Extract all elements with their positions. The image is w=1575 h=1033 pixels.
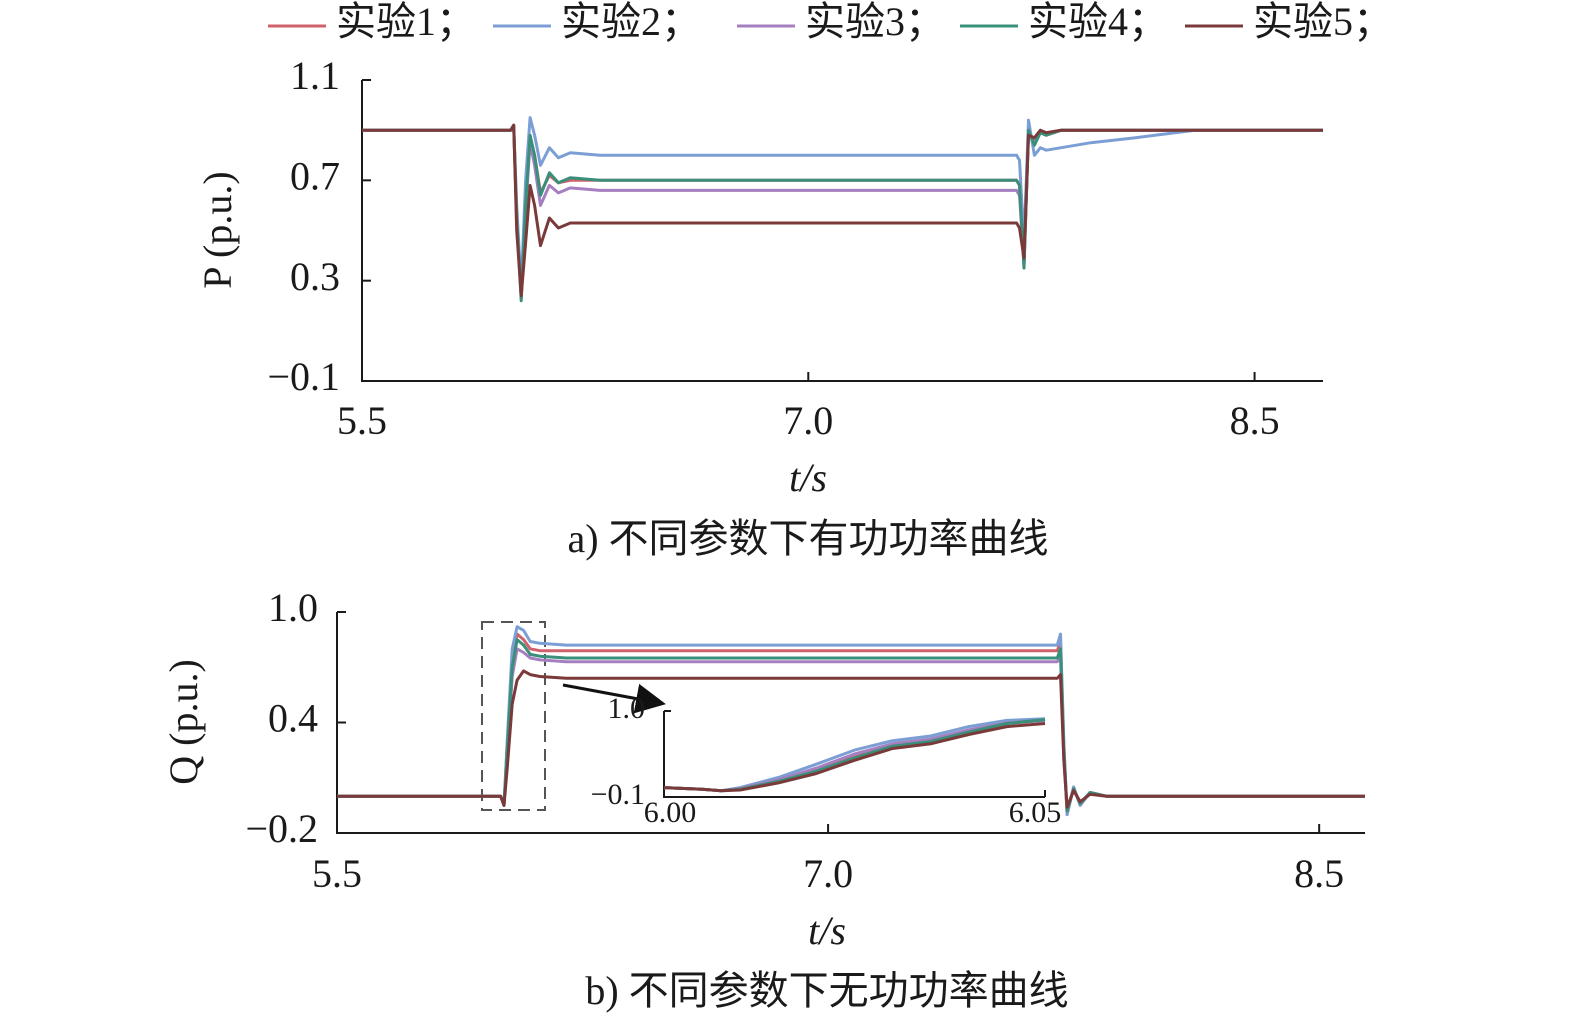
- x-tick-label: 6.05: [1009, 796, 1062, 829]
- zoom-box: [481, 621, 546, 811]
- x-tick-label: 8.5: [1230, 398, 1280, 443]
- series-line: [663, 722, 1046, 793]
- axis-line: [361, 80, 1323, 382]
- series-line: [337, 669, 1365, 809]
- x-axis-label: t/s: [789, 455, 827, 500]
- y-tick-label: 1.0: [268, 585, 318, 630]
- x-tick-label: 7.0: [783, 398, 833, 443]
- x-tick-label: 6.00: [644, 796, 697, 829]
- y-tick-label: 0.4: [268, 696, 318, 741]
- series-line: [362, 116, 1323, 290]
- legend-label: 实验3；: [805, 0, 945, 44]
- x-tick-label: 7.0: [803, 851, 853, 896]
- series-line: [362, 123, 1323, 298]
- y-tick-label: 1.0: [608, 692, 646, 725]
- y-tick-label: −0.1: [267, 354, 340, 399]
- caption: b) 不同参数下无功功率曲线: [585, 968, 1068, 1013]
- y-tick-label: 0.3: [290, 254, 340, 299]
- y-axis-label: P (p.u.): [195, 171, 240, 288]
- series-line: [337, 625, 1365, 817]
- y-tick-label: 1.1: [290, 53, 340, 98]
- y-tick-label: −0.1: [591, 778, 645, 811]
- y-tick-label: 0.7: [290, 154, 340, 199]
- zoom-arrow: [562, 683, 666, 714]
- x-axis-label: t/s: [808, 908, 846, 953]
- legend-label: 实验5；: [1253, 0, 1393, 44]
- y-tick-label: −0.2: [245, 806, 318, 851]
- legend-label: 实验4；: [1028, 0, 1168, 44]
- legend-label: 实验2；: [561, 0, 701, 44]
- y-axis-label: Q (p.u.): [161, 659, 206, 785]
- x-tick-label: 8.5: [1294, 851, 1344, 896]
- x-tick-label: 5.5: [337, 398, 387, 443]
- legend-label: 实验1；: [336, 0, 476, 44]
- series-line: [337, 647, 1365, 813]
- series-line: [362, 123, 1323, 298]
- caption: a) 不同参数下有功功率曲线: [567, 516, 1048, 561]
- series-line: [362, 123, 1323, 303]
- series-line: [337, 638, 1365, 813]
- x-tick-label: 5.5: [312, 851, 362, 896]
- series-line: [362, 123, 1323, 300]
